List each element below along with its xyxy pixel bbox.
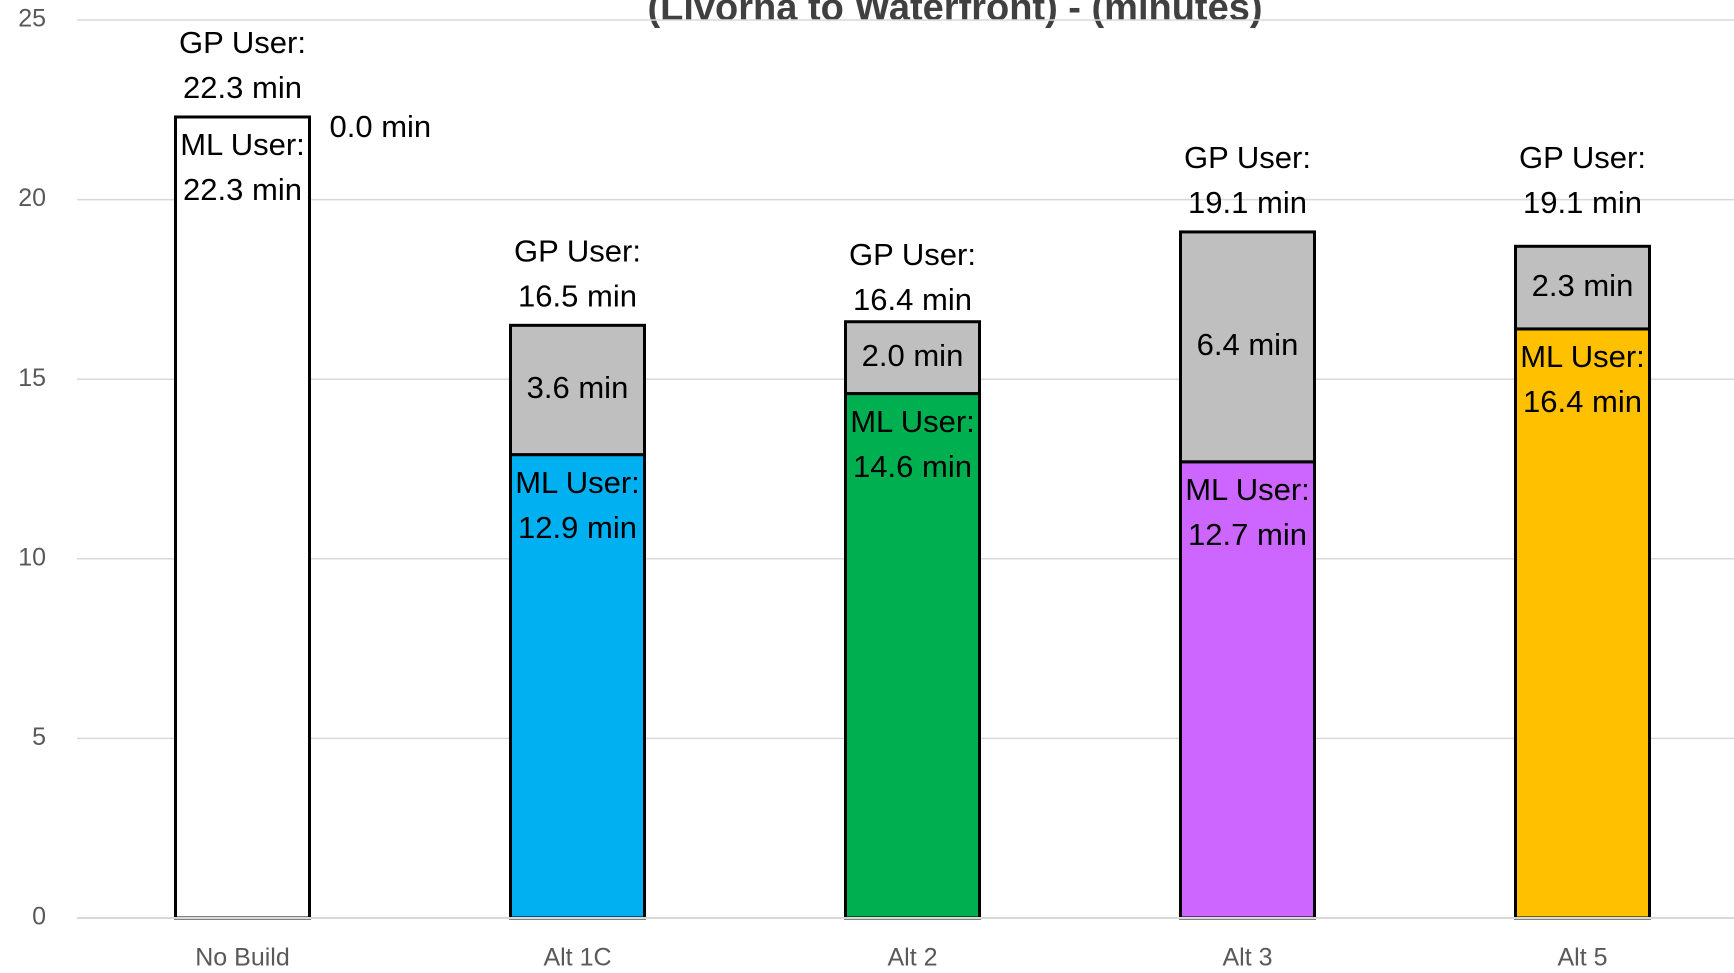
total-label: GP User: [514,234,641,269]
y-tick-label: 0 [32,903,46,931]
total-label: 22.3 min [183,70,302,105]
segment-label: 16.4 min [1523,384,1642,419]
x-tick-label: No Build [195,944,290,972]
segment-label: 3.6 min [527,370,629,405]
y-tick-label: 15 [18,364,46,392]
segment-label: 2.3 min [1532,268,1634,303]
bar-segment [844,392,981,920]
x-tick-label: Alt 2 [887,944,937,972]
y-tick-label: 20 [18,184,46,212]
segment-label: 22.3 min [183,172,302,207]
bar-segment [1514,327,1651,920]
total-label: GP User: [1519,140,1646,175]
y-tick-label: 25 [18,5,46,33]
bar-segment [1179,460,1316,920]
segment-label: 6.4 min [1197,327,1299,362]
bar-segment [1179,230,1316,464]
bar-segment [509,323,646,457]
segment-label: ML User: [180,127,305,162]
segment-label: 2.0 min [862,338,964,373]
total-label: 16.4 min [853,282,972,317]
segment-label: 14.6 min [853,449,972,484]
segment-label: ML User: [515,465,640,500]
total-label: 16.5 min [518,279,637,314]
bar-segment [844,320,981,396]
segment-label: 12.9 min [518,510,637,545]
bar-segment [174,115,311,920]
y-tick-label: 5 [32,723,46,751]
total-label: GP User: [179,25,306,60]
bar-segment [1514,244,1651,331]
segment-label: 0.0 min [330,109,432,144]
x-tick-label: Alt 3 [1222,944,1272,972]
segment-label: ML User: [1520,339,1645,374]
total-label: GP User: [1184,140,1311,175]
segment-label: ML User: [850,404,975,439]
chart-title: (Livorna to Waterfront) - (minutes) [648,0,1263,29]
x-tick-label: Alt 1C [543,944,611,972]
total-label: 19.1 min [1523,185,1642,220]
total-label: 19.1 min [1188,185,1307,220]
y-tick-label: 10 [18,543,46,571]
total-label: GP User: [849,237,976,272]
segment-label: 12.7 min [1188,517,1307,552]
segment-label: ML User: [1185,472,1310,507]
x-tick-label: Alt 5 [1557,944,1607,972]
